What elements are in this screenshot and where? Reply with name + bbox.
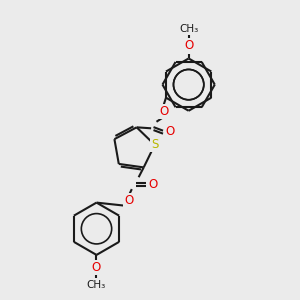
Text: O: O bbox=[124, 194, 134, 207]
Text: O: O bbox=[92, 261, 101, 274]
Text: CH₃: CH₃ bbox=[179, 24, 198, 34]
Text: O: O bbox=[184, 40, 193, 52]
Text: O: O bbox=[165, 125, 174, 138]
Text: O: O bbox=[148, 178, 157, 191]
Text: CH₃: CH₃ bbox=[87, 280, 106, 290]
Text: S: S bbox=[151, 138, 158, 151]
Text: O: O bbox=[159, 105, 168, 118]
